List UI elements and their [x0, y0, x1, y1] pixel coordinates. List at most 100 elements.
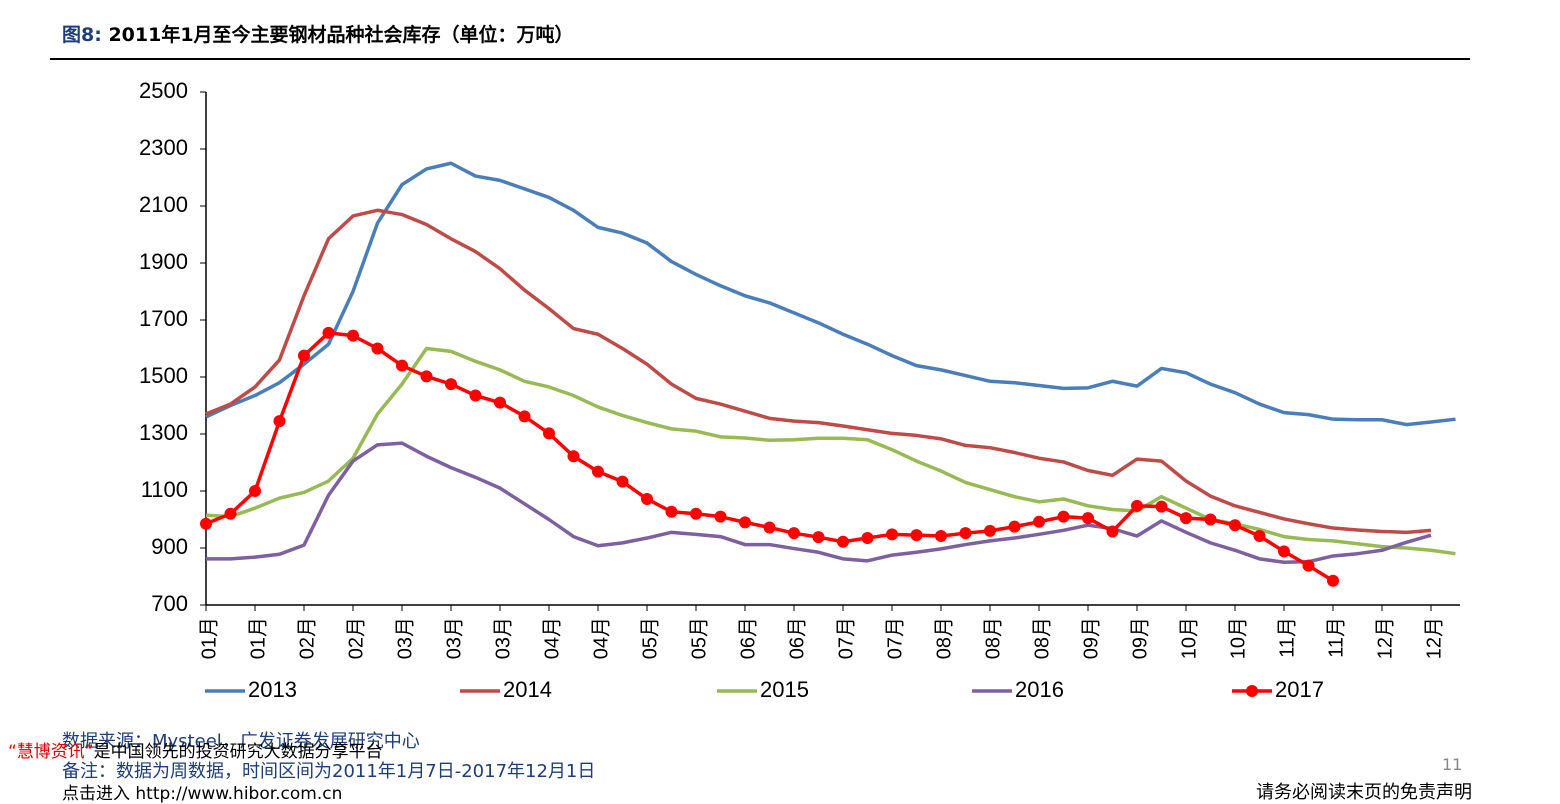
point — [812, 531, 825, 544]
x-tick-label: 05月 — [639, 617, 661, 659]
x-tick-label: 12月 — [1423, 617, 1445, 659]
point — [518, 410, 531, 423]
x-tick-label: 08月 — [982, 617, 1004, 659]
x-tick-label: 10月 — [1178, 617, 1200, 659]
point — [1229, 519, 1241, 532]
x-tick-label: 06月 — [737, 617, 759, 659]
point — [249, 485, 261, 497]
point — [788, 527, 800, 540]
watermark-text: 是中国领先的投资研究大数据分享平台 — [93, 742, 383, 762]
x-tick-label: 08月 — [933, 617, 955, 659]
title-row: 图8: 2011年1月至今主要钢材品种社会库存（单位：万吨） — [62, 20, 574, 47]
point — [1327, 574, 1339, 587]
y-tick-label: 1300 — [139, 420, 188, 445]
point — [690, 507, 702, 520]
point — [543, 427, 555, 440]
source: 数据来源：Mysteel，广发证券发展研究中心 — [62, 731, 420, 752]
x-tick-label: 09月 — [1080, 617, 1102, 659]
point — [445, 378, 457, 391]
series-line — [206, 441, 1432, 564]
point — [592, 465, 604, 478]
x-tick-label: 09月 — [1129, 617, 1151, 659]
point — [273, 415, 286, 428]
x-tick-label: 03月 — [443, 617, 465, 659]
x-tick-label: 02月 — [345, 617, 367, 659]
x-tick-label: 11月 — [1276, 617, 1298, 658]
point — [1155, 500, 1168, 513]
point — [1278, 545, 1290, 558]
page-number: 11 — [1442, 755, 1463, 774]
point — [714, 510, 727, 523]
point — [641, 492, 653, 505]
point — [200, 517, 212, 530]
x-tick-label: 06月 — [786, 617, 808, 659]
x-tick-label: 01月 — [198, 617, 220, 659]
legend-marker — [1246, 685, 1258, 697]
series-line — [205, 161, 1456, 427]
legend-label: 2015 — [760, 677, 809, 702]
note: 备注：数据为周数据，时间区间为2011年1月7日-2017年12月1日 — [62, 761, 596, 782]
point — [298, 349, 310, 362]
point — [1253, 530, 1266, 543]
watermark-link[interactable]: http://www.hibor.com.cn — [135, 784, 343, 804]
point — [396, 359, 408, 372]
y-tick-label: 1900 — [139, 249, 188, 274]
x-tick-label: 04月 — [590, 617, 612, 659]
disclaimer: 请务必阅读末页的免责声明 — [1256, 782, 1472, 803]
point — [837, 535, 849, 548]
point — [886, 528, 898, 541]
x-tick-label: 07月 — [835, 617, 857, 659]
point — [1204, 513, 1217, 526]
x-tick-label: 03月 — [492, 617, 514, 659]
figure-label: 图8: — [62, 24, 102, 46]
point — [494, 396, 506, 409]
point — [1106, 525, 1119, 538]
point — [984, 524, 996, 537]
point — [935, 530, 947, 543]
series-line — [205, 346, 1456, 556]
y-tick-label: 2500 — [139, 78, 188, 103]
legend-label: 2014 — [503, 677, 552, 702]
point — [420, 370, 433, 383]
x-tick-label: 12月 — [1374, 617, 1396, 659]
point — [322, 326, 335, 339]
point — [347, 329, 359, 342]
point — [1302, 559, 1315, 572]
point — [665, 505, 678, 518]
x-tick-label: 02月 — [296, 617, 318, 659]
series-line — [205, 208, 1432, 535]
point — [959, 527, 972, 540]
x-tick-label: 04月 — [541, 617, 563, 659]
legend-label: 2017 — [1275, 677, 1324, 702]
x-tick-label: 08月 — [1031, 617, 1053, 659]
x-tick-label: 10月 — [1227, 617, 1249, 659]
point — [739, 516, 751, 529]
title: 2011年1月至今主要钢材品种社会库存（单位：万吨） — [108, 24, 574, 46]
point — [861, 532, 874, 545]
point — [371, 342, 384, 355]
point — [1008, 520, 1021, 533]
y-tick-label: 900 — [151, 534, 188, 559]
point — [910, 529, 923, 542]
point — [1180, 512, 1192, 525]
point — [1082, 512, 1094, 525]
point — [469, 389, 482, 402]
title-rule — [50, 58, 1470, 60]
point — [616, 475, 629, 488]
x-tick-label: 03月 — [394, 617, 416, 659]
y-tick-label: 1700 — [139, 306, 188, 331]
point — [1057, 510, 1070, 523]
y-tick-label: 2300 — [139, 135, 188, 160]
point — [763, 521, 776, 534]
x-tick-label: 11月 — [1325, 617, 1347, 658]
x-tick-label: 01月 — [247, 617, 269, 659]
point — [224, 507, 237, 520]
point — [1033, 515, 1045, 528]
y-tick-label: 700 — [151, 591, 188, 616]
chart: 700 900 1100 1300 1500 1700 1900 2100 2300 2500 01… — [139, 78, 1460, 702]
point — [567, 450, 580, 463]
legend-label: 2013 — [248, 677, 297, 702]
watermark-link-row[interactable]: 点击进入 http://www.hibor.com.cn — [62, 779, 342, 804]
y-tick-label: 1100 — [141, 477, 188, 502]
